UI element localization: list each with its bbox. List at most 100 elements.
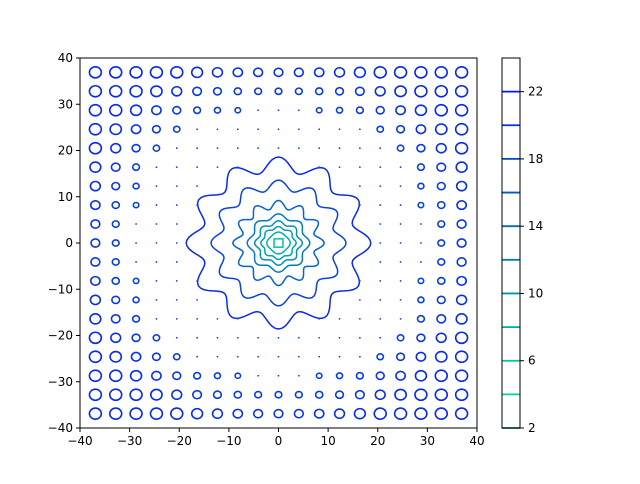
contour-loop bbox=[293, 408, 305, 419]
contour-loop bbox=[375, 371, 385, 381]
contour-dot bbox=[358, 280, 361, 282]
contour-dot bbox=[277, 374, 280, 377]
contour-loop bbox=[456, 219, 467, 229]
contour-loop bbox=[416, 143, 426, 153]
contour-loop bbox=[234, 106, 242, 114]
contour-loop bbox=[436, 276, 446, 286]
contour-loop bbox=[190, 66, 204, 79]
contour-loop bbox=[456, 199, 468, 211]
contour-loop bbox=[88, 122, 103, 136]
contour-loop bbox=[212, 86, 223, 96]
contour-dot bbox=[399, 185, 402, 188]
contour-loop bbox=[455, 161, 468, 173]
contour-dot bbox=[318, 147, 321, 150]
contour-loop bbox=[171, 389, 183, 401]
contour-dot bbox=[358, 298, 361, 301]
contour-dot bbox=[135, 261, 137, 263]
contour-dot bbox=[196, 355, 199, 358]
contour-loop bbox=[294, 390, 304, 399]
contour-loop bbox=[315, 106, 323, 114]
contour-dot bbox=[196, 298, 199, 301]
contour-loop bbox=[414, 84, 428, 98]
contour-loop bbox=[415, 351, 427, 362]
contour-loop bbox=[131, 314, 141, 323]
contour-dot bbox=[175, 185, 178, 188]
contour-loop bbox=[111, 220, 120, 229]
contour-loop bbox=[455, 294, 468, 306]
contour-dot bbox=[338, 317, 341, 320]
contour-loop bbox=[274, 87, 283, 96]
contour-dot bbox=[155, 185, 158, 188]
contour-dot bbox=[175, 298, 178, 301]
contour-loop bbox=[395, 124, 406, 134]
contour-dot bbox=[175, 223, 178, 225]
contour-loop bbox=[436, 295, 446, 305]
contour-loop bbox=[88, 103, 103, 117]
contour-dot bbox=[277, 355, 280, 358]
contour-loop bbox=[395, 352, 406, 362]
contour-loop bbox=[374, 389, 386, 401]
contour-loop bbox=[131, 143, 141, 153]
contour-loop bbox=[414, 104, 428, 117]
x-axis: −40 −30 −20 −10 0 10 20 30 40 bbox=[67, 428, 485, 448]
contour-dot bbox=[175, 147, 178, 150]
contour-loop bbox=[192, 86, 203, 97]
contour-loop bbox=[355, 371, 365, 380]
contour-loop bbox=[454, 331, 469, 345]
colorbar-tick-label: 6 bbox=[528, 354, 536, 368]
contour-loop bbox=[435, 142, 447, 154]
contour-loop bbox=[88, 369, 103, 383]
contour-loop bbox=[434, 388, 449, 402]
contour-loop bbox=[171, 85, 183, 97]
contour-dot bbox=[257, 109, 260, 112]
contour-loop bbox=[151, 352, 162, 362]
y-axis: −40 −30 −20 −10 0 10 20 30 40 bbox=[48, 51, 80, 435]
contour-loop bbox=[88, 407, 103, 421]
contour-loop bbox=[375, 105, 385, 115]
contour-loop bbox=[110, 142, 122, 154]
contour-dot bbox=[420, 261, 422, 263]
contour-loop bbox=[234, 372, 242, 380]
contour-loop bbox=[152, 334, 161, 342]
contour-loop bbox=[88, 141, 103, 155]
contour-dot bbox=[297, 355, 300, 358]
contour-loop bbox=[131, 333, 141, 343]
contour-loop bbox=[110, 332, 122, 344]
contour-loop bbox=[334, 390, 345, 400]
contour-dot bbox=[399, 317, 402, 320]
contour-loop bbox=[88, 388, 103, 402]
contour-loop bbox=[373, 65, 387, 79]
contour-loop bbox=[313, 67, 325, 78]
contour-dot bbox=[277, 336, 280, 339]
contour-loop bbox=[89, 313, 102, 325]
contour-loop bbox=[108, 84, 123, 98]
colorbar-tick-label: 14 bbox=[528, 219, 543, 233]
contour-dot bbox=[318, 336, 321, 339]
contour-loop bbox=[417, 201, 425, 209]
contour-loop bbox=[274, 390, 283, 399]
contour-dot bbox=[257, 147, 260, 150]
contour-loop bbox=[90, 219, 101, 229]
contour-loop bbox=[436, 200, 446, 210]
contour-dot bbox=[135, 223, 137, 225]
colorbar-tick-label: 22 bbox=[528, 85, 543, 99]
contour-loop bbox=[111, 200, 121, 210]
contour-dot bbox=[338, 355, 341, 358]
contour-loop bbox=[111, 276, 121, 286]
contour-loop bbox=[192, 106, 202, 115]
contour-loop bbox=[293, 67, 305, 78]
contour-dot bbox=[155, 204, 158, 206]
contour-ring bbox=[260, 225, 297, 261]
contour-loop bbox=[170, 65, 184, 79]
contour-loop bbox=[315, 372, 323, 380]
contour-loop bbox=[454, 388, 469, 402]
contour-dot bbox=[358, 355, 361, 358]
contour-loop bbox=[434, 103, 449, 117]
contour-loop bbox=[353, 407, 367, 420]
contour-loop bbox=[232, 408, 244, 419]
contour-dot bbox=[420, 242, 422, 244]
contour-loop bbox=[294, 87, 304, 96]
contour-loop bbox=[354, 389, 365, 400]
colorbar-tick-label: 2 bbox=[528, 421, 536, 435]
contour-loop bbox=[273, 67, 284, 78]
